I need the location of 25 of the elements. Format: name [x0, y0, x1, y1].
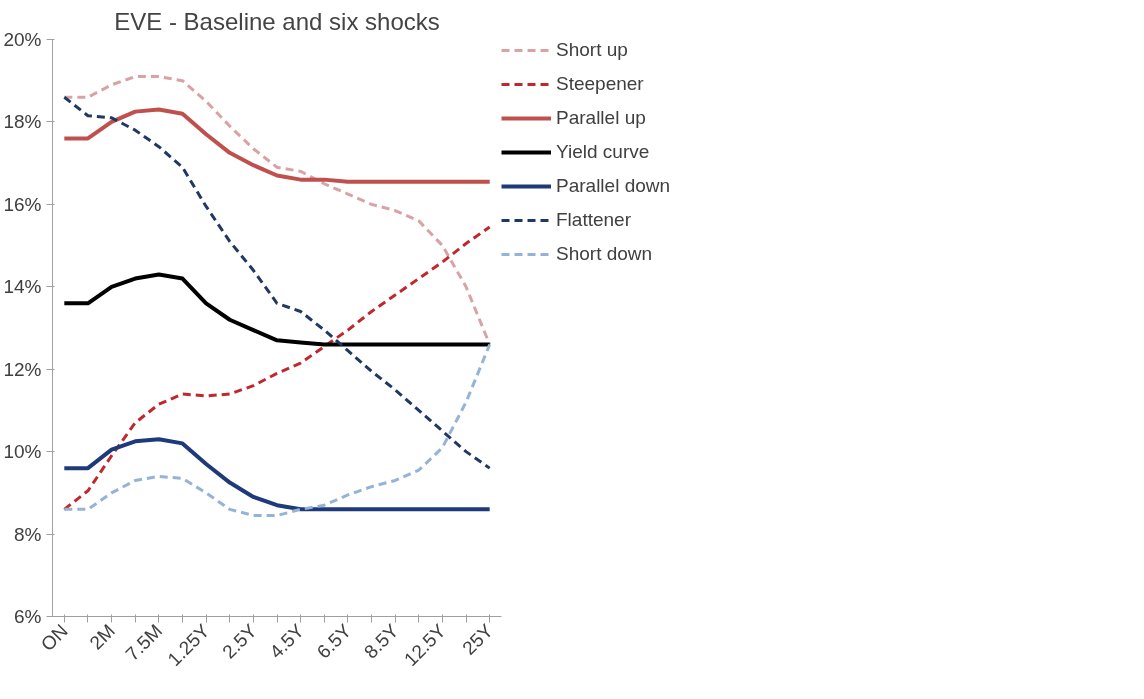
x-tick-label: 2M: [85, 620, 120, 654]
y-tick-label: 16%: [3, 193, 42, 215]
y-tick-label: 10%: [3, 441, 42, 463]
y-tick-label: 14%: [3, 276, 42, 298]
line-series: [62, 342, 492, 518]
legend-label: Flattener: [556, 209, 631, 231]
y-tick-label: 12%: [3, 358, 42, 380]
line-series: [62, 225, 492, 511]
line-series: [62, 272, 492, 347]
line-series: [62, 75, 492, 346]
line-series: [62, 107, 492, 184]
legend-label: Steepener: [556, 73, 644, 95]
y-tick-label: 20%: [3, 29, 42, 50]
y-tick-label: 8%: [14, 523, 42, 545]
legend-label: Parallel down: [556, 175, 671, 197]
y-tick-label: 6%: [14, 606, 42, 627]
legend-label: Short down: [556, 243, 653, 265]
line-series: [62, 437, 492, 512]
chart-title: EVE - Baseline and six shocks: [114, 7, 440, 35]
legend-label: Short up: [556, 39, 628, 61]
y-tick-label: 18%: [3, 111, 42, 133]
line-series: [62, 95, 492, 470]
legend-label: Parallel up: [556, 107, 646, 129]
legend-label: Yield curve: [556, 141, 650, 163]
x-tick-label: 25Y: [458, 619, 498, 659]
